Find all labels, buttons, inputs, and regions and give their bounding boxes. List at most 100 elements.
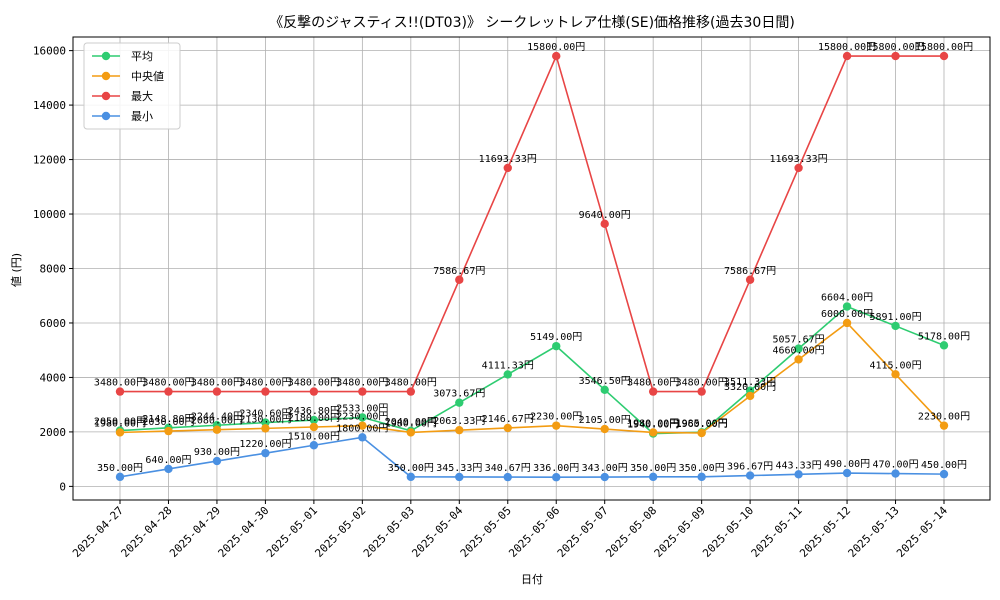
- data-point: [891, 321, 900, 331]
- x-tick-label: 2025-05-01: [264, 504, 320, 560]
- y-tick-label: 2000: [40, 426, 67, 439]
- data-point: [406, 472, 416, 482]
- data-point: [455, 275, 464, 284]
- data-label: 2180.00円: [288, 413, 340, 424]
- y-tick-label: 0: [59, 480, 66, 493]
- x-tick-label: 2025-05-11: [749, 504, 805, 560]
- data-point: [261, 448, 270, 458]
- data-point: [212, 387, 222, 396]
- x-tick-label: 2025-05-09: [652, 504, 708, 560]
- y-axis-ticks: 0 2000 4000 6000 8000 10000 12000 14000 16000: [33, 45, 73, 493]
- data-point: [115, 387, 125, 396]
- data-point: [891, 51, 900, 61]
- x-tick-label: 2025-05-03: [361, 504, 417, 560]
- data-point: [794, 355, 803, 364]
- data-point: [455, 472, 464, 482]
- data-label: 2230.00円: [918, 412, 970, 423]
- data-point: [164, 426, 173, 436]
- data-point: [406, 387, 416, 396]
- legend-label: 中央値: [131, 70, 164, 83]
- data-point: [842, 51, 852, 61]
- data-label: 345.33円: [436, 463, 482, 474]
- y-tick-label: 6000: [40, 317, 67, 330]
- data-point: [697, 472, 706, 482]
- data-label: 3320.00円: [724, 382, 776, 393]
- data-point: [842, 302, 852, 311]
- data-label: 2130.00円: [239, 414, 291, 425]
- data-point: [406, 428, 416, 437]
- data-point: [648, 472, 658, 482]
- data-point: [648, 428, 658, 437]
- data-label: 15800.00円: [915, 42, 973, 53]
- y-tick-label: 10000: [33, 208, 66, 221]
- data-label: 7586.67円: [724, 266, 776, 277]
- series-line: [120, 53, 944, 393]
- data-point: [794, 470, 803, 479]
- data-point: [115, 428, 125, 437]
- data-label: 2230.00円: [530, 412, 582, 423]
- data-label: 2050.00円: [94, 417, 146, 428]
- data-label: 350.00円: [97, 463, 143, 474]
- data-label: 2063.33円: [433, 416, 485, 427]
- data-label: 1800.00円: [336, 423, 388, 434]
- data-point: [600, 424, 609, 434]
- data-label: 15800.00円: [866, 42, 924, 53]
- y-tick-label: 12000: [33, 154, 66, 167]
- data-label: 3480.00円: [142, 378, 194, 389]
- data-point: [600, 385, 609, 394]
- data-point: [358, 433, 367, 442]
- data-label: 3480.00円: [627, 378, 679, 389]
- legend-swatch-marker: [101, 51, 111, 61]
- data-point: [552, 473, 561, 482]
- data-point: [939, 469, 949, 479]
- data-point: [600, 219, 609, 229]
- data-point: [745, 391, 755, 401]
- data-point: [309, 422, 319, 432]
- data-point: [939, 341, 949, 350]
- data-label: 4111.33円: [482, 360, 534, 371]
- data-point: [648, 387, 658, 396]
- data-label: 3511.33円: [724, 377, 776, 388]
- x-axis-label: 日付: [521, 573, 543, 586]
- data-label: 470.00円: [872, 460, 918, 471]
- data-point: [455, 425, 464, 435]
- data-label: 6000.00円: [821, 309, 873, 320]
- data-point: [552, 51, 561, 61]
- data-point: [552, 341, 561, 351]
- data-label: 450.00円: [921, 460, 967, 471]
- series-line: [119, 321, 945, 434]
- data-point: [552, 421, 561, 430]
- y-tick-label: 14000: [33, 99, 66, 112]
- legend-swatch-marker: [101, 111, 111, 121]
- data-label: 1980.00円: [94, 418, 146, 429]
- x-tick-label: 2025-04-27: [70, 504, 126, 560]
- data-label: 396.67円: [727, 462, 773, 473]
- y-tick-label: 8000: [40, 263, 67, 276]
- data-label: 1985.00円: [676, 418, 728, 429]
- y-tick-label: 16000: [33, 45, 66, 58]
- data-point: [600, 472, 609, 482]
- data-point: [503, 370, 512, 379]
- data-label: 15800.00円: [527, 42, 585, 53]
- data-label: 3480.00円: [288, 378, 340, 389]
- data-label: 5891.00円: [869, 312, 921, 323]
- data-label: 350.00円: [388, 463, 434, 474]
- data-label: 6604.00円: [821, 293, 873, 304]
- data-label: 2148.80円: [142, 414, 194, 425]
- data-label: 343.00円: [582, 463, 628, 474]
- data-label: 1510.00円: [288, 431, 340, 442]
- data-point: [697, 428, 706, 438]
- data-label: 9640.00円: [579, 210, 631, 221]
- data-label: 11693.33円: [770, 154, 828, 165]
- x-tick-label: 2025-05-12: [797, 504, 853, 560]
- data-label: 2030.00円: [142, 417, 194, 428]
- data-point: [212, 456, 222, 466]
- data-label: 4660.00円: [773, 345, 825, 356]
- data-label: 1960.00円: [676, 419, 728, 430]
- data-label: 2340.60円: [239, 409, 291, 420]
- legend-box: [83, 42, 181, 130]
- y-axis-label: 値 (円): [10, 253, 23, 287]
- data-label: 2080.00円: [191, 416, 243, 427]
